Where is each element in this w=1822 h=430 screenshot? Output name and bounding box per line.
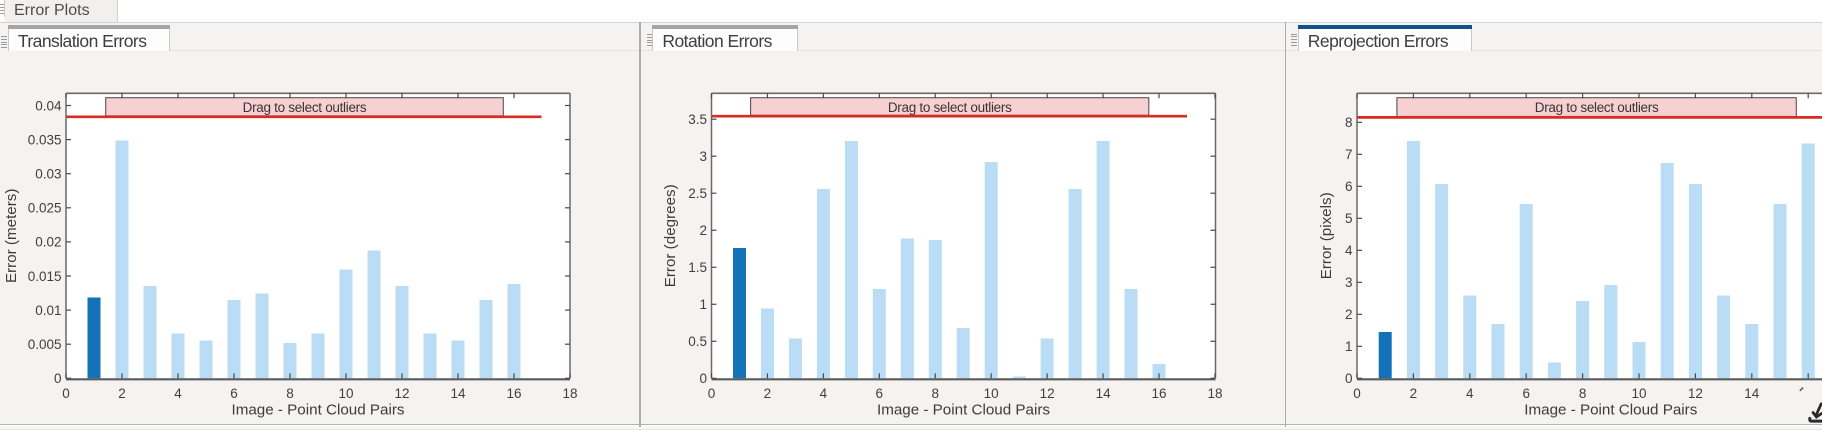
svg-text:2: 2 (1345, 307, 1353, 322)
svg-text:10: 10 (1631, 386, 1646, 401)
svg-text:6: 6 (1345, 179, 1353, 194)
svg-text:0: 0 (708, 386, 716, 401)
svg-text:4: 4 (1345, 243, 1353, 258)
svg-text:6: 6 (1522, 386, 1530, 401)
svg-text:0: 0 (1345, 371, 1353, 386)
svg-text:0.015: 0.015 (28, 269, 62, 284)
svg-text:2: 2 (118, 386, 126, 401)
svg-text:14: 14 (1744, 386, 1760, 401)
svg-text:16: 16 (506, 386, 521, 401)
svg-text:8: 8 (286, 386, 294, 401)
svg-text:3.5: 3.5 (688, 112, 707, 127)
svg-text:8: 8 (1579, 386, 1587, 401)
svg-text:0.02: 0.02 (35, 235, 61, 250)
svg-text:16: 16 (1152, 386, 1167, 401)
svg-text:12: 12 (1040, 386, 1055, 401)
svg-text:7: 7 (1345, 147, 1353, 162)
svg-text:6: 6 (230, 386, 238, 401)
svg-text:0: 0 (1353, 386, 1361, 401)
svg-text:2: 2 (764, 386, 772, 401)
svg-text:8: 8 (932, 386, 940, 401)
svg-text:Error (pixels): Error (pixels) (1318, 192, 1335, 279)
svg-text:0.04: 0.04 (35, 98, 62, 113)
svg-text:2: 2 (699, 223, 707, 238)
svg-text:Drag to select outliers: Drag to select outliers (243, 100, 367, 115)
svg-text:3: 3 (1345, 275, 1353, 290)
svg-text:Image - Point Cloud Pairs: Image - Point Cloud Pairs (1524, 402, 1697, 419)
svg-text:Image - Point Cloud Pairs: Image - Point Cloud Pairs (231, 402, 404, 419)
svg-text:0: 0 (699, 371, 707, 386)
svg-text:0.005: 0.005 (28, 337, 62, 352)
svg-text:Error (meters): Error (meters) (3, 189, 20, 283)
svg-text:5: 5 (1345, 211, 1353, 226)
svg-text:0.01: 0.01 (35, 303, 61, 318)
svg-text:18: 18 (562, 386, 577, 401)
svg-text:0: 0 (54, 371, 62, 386)
svg-text:1: 1 (1345, 339, 1353, 354)
svg-text:Error (degrees): Error (degrees) (662, 184, 679, 287)
svg-text:10: 10 (338, 386, 353, 401)
svg-text:0.035: 0.035 (28, 132, 62, 147)
svg-text:Drag to select outliers: Drag to select outliers (888, 100, 1012, 115)
svg-text:1.5: 1.5 (688, 260, 707, 275)
svg-text:2.5: 2.5 (688, 186, 707, 201)
svg-text:3: 3 (699, 149, 707, 164)
svg-text:4: 4 (174, 386, 182, 401)
svg-text:18: 18 (1207, 386, 1222, 401)
svg-text:8: 8 (1345, 115, 1353, 130)
svg-text:2: 2 (1410, 386, 1418, 401)
svg-text:4: 4 (820, 386, 828, 401)
svg-text:12: 12 (394, 386, 409, 401)
svg-text:0.025: 0.025 (28, 201, 62, 216)
svg-text:Image - Point Cloud Pairs: Image - Point Cloud Pairs (877, 402, 1050, 419)
svg-text:12: 12 (1688, 386, 1703, 401)
svg-text:0: 0 (62, 386, 70, 401)
svg-text:1: 1 (699, 297, 707, 312)
svg-text:0.03: 0.03 (35, 167, 61, 182)
svg-text:4: 4 (1466, 386, 1474, 401)
svg-text:6: 6 (876, 386, 884, 401)
svg-text:10: 10 (984, 386, 999, 401)
svg-text:Drag to select outliers: Drag to select outliers (1535, 100, 1659, 115)
svg-text:0.5: 0.5 (688, 334, 707, 349)
svg-text:14: 14 (1096, 386, 1112, 401)
svg-text:14: 14 (450, 386, 466, 401)
